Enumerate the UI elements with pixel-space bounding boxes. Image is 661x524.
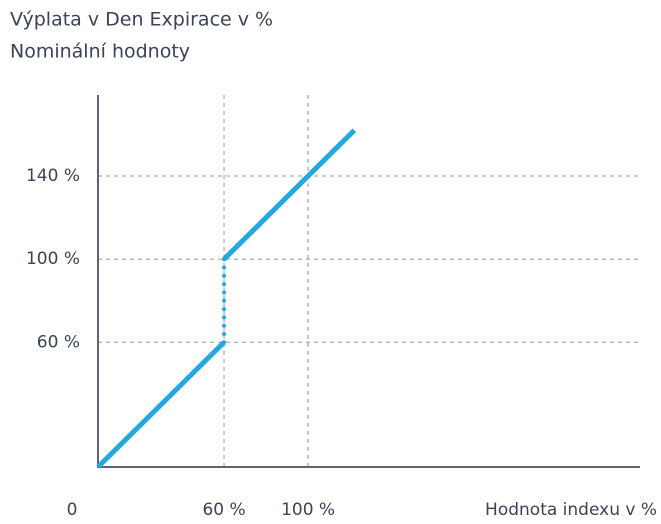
x-tick-label: 100 % [281, 500, 335, 520]
x-tick-label: 0 [67, 500, 78, 520]
y-tick-label: 140 % [26, 166, 80, 186]
chart-title: Výplata v Den Expirace v % [10, 9, 273, 31]
x-axis-label: Hodnota indexu v % [485, 500, 657, 520]
x-tick-label: 60 % [202, 500, 245, 520]
line-series [222, 128, 357, 261]
line-series [96, 340, 226, 469]
chart-subtitle: Nominální hodnoty [10, 41, 190, 63]
y-tick-label: 60 % [37, 332, 80, 352]
y-tick-label: 100 % [26, 249, 80, 269]
